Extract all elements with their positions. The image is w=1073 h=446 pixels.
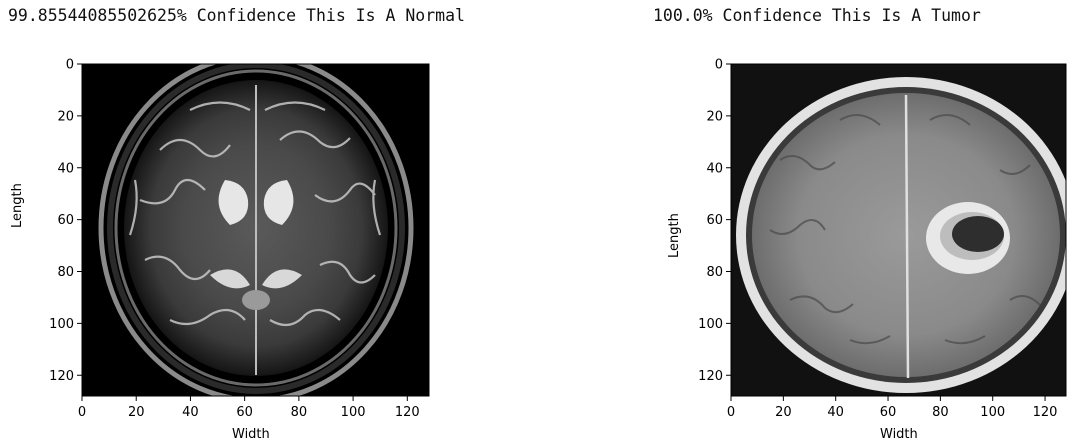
left-x-axis-label: Width [232,427,270,442]
left-y-axis-label: Length [10,183,25,228]
left-prediction-caption: 99.85544085502625% Confidence This Is A … [8,6,465,25]
right-x-axis-label: Width [880,427,918,442]
left-axes-frame [81,63,430,397]
brain-mri-normal-image [82,64,429,396]
right-prediction-caption: 100.0% Confidence This Is A Tumor [653,6,981,25]
right-y-axis-label: Length [667,213,682,258]
